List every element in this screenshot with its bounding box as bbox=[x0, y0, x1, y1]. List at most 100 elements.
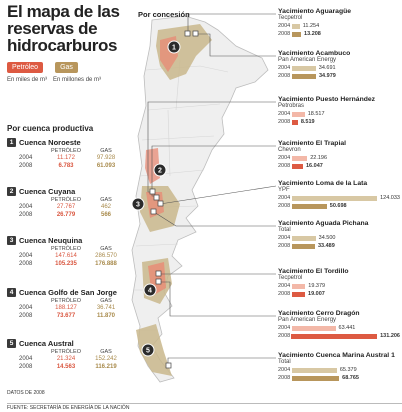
year-cell: 2004 bbox=[19, 155, 33, 161]
basin-name: Cuenca Cuyana bbox=[19, 187, 76, 196]
bar-value: 65.379 bbox=[339, 367, 357, 373]
basin-name: Cuenca Golfo de San Jorge bbox=[19, 288, 117, 297]
bar-year: 2004 bbox=[278, 23, 291, 29]
bar-row: 2008 19.007 bbox=[278, 290, 400, 298]
yacimiento-name: Yacimiento El Tordillo bbox=[278, 268, 349, 275]
bar-gas bbox=[292, 31, 302, 37]
bar-year: 2004 bbox=[278, 283, 291, 289]
svg-text:3: 3 bbox=[136, 202, 140, 209]
bar-petroleo bbox=[292, 155, 308, 161]
bar-value: 22.196 bbox=[310, 155, 328, 161]
yacimiento-company: Total bbox=[278, 227, 291, 233]
map-marker-4: 4 bbox=[143, 283, 157, 297]
bar-gas bbox=[292, 243, 315, 249]
gas-cell: 61.093 bbox=[96, 163, 116, 169]
petroleo-cell: 188.127 bbox=[55, 305, 77, 311]
yacimiento-name: Yacimiento Puesto Hernández bbox=[278, 96, 376, 103]
bar-row: 2004 34.500 bbox=[278, 234, 400, 242]
bar-year: 2008 bbox=[278, 291, 291, 297]
year-cell: 2008 bbox=[19, 261, 33, 267]
table-row: 2008 26.779 566 bbox=[16, 211, 124, 219]
yacimiento-name: Yacimiento Aguada Pichana bbox=[278, 220, 369, 227]
col-header-gas: GAS bbox=[100, 148, 112, 154]
petroleo-cell: 73.677 bbox=[56, 313, 76, 319]
gas-cell: 11.870 bbox=[96, 313, 116, 319]
year-cell: 2008 bbox=[19, 212, 33, 218]
map-marker-1: 1 bbox=[167, 40, 181, 54]
bar-row: 2008 16.047 bbox=[278, 162, 400, 170]
col-header-gas: GAS bbox=[100, 298, 112, 304]
petroleo-cell: 27.767 bbox=[56, 204, 76, 210]
table-row: 2008 6.783 61.093 bbox=[16, 162, 124, 170]
table-row: 2004 27.767 462 bbox=[16, 203, 124, 211]
leader-loma-lata bbox=[159, 185, 277, 205]
col-header-petroleo: PETRÓLEO bbox=[51, 148, 81, 154]
basin-number: 2 bbox=[7, 187, 16, 196]
legend-gas-unit: En millones de m³ bbox=[53, 77, 102, 83]
yacimiento-card: Yacimiento Puesto Hernández Petrobras 2004… bbox=[278, 96, 400, 126]
leader-marina-austral bbox=[167, 357, 276, 366]
map-marker-3: 3 bbox=[131, 197, 145, 211]
gas-cell: 116.219 bbox=[95, 364, 117, 370]
yacimiento-card: Yacimiento Acambuco Pan American Energy 20… bbox=[278, 50, 400, 80]
bar-row: 2008 13.208 bbox=[278, 30, 400, 38]
bar-row: 2008 68.765 bbox=[278, 374, 400, 382]
yacimiento-company: Pan American Energy bbox=[278, 317, 337, 323]
bar-gas bbox=[292, 23, 300, 29]
bar-year: 2008 bbox=[278, 375, 291, 381]
basin-name: Cuenca Noroeste bbox=[19, 138, 81, 147]
basin-card: 5 Cuenca Austral PETRÓLEO GAS 2004 21.324 152.… bbox=[7, 338, 127, 371]
yacimiento-name: Yacimiento El Trapial bbox=[278, 140, 346, 147]
svg-text:1: 1 bbox=[172, 45, 176, 52]
bar-value: 68.765 bbox=[342, 375, 359, 381]
yacimiento-company: Tecpetrol bbox=[278, 275, 303, 281]
bar-year: 2008 bbox=[278, 243, 291, 249]
yacimiento-company: Pan American Energy bbox=[278, 57, 337, 63]
bar-year: 2004 bbox=[278, 325, 291, 331]
bar-row: 2004 18.517 bbox=[278, 110, 400, 118]
bar-value: 63.441 bbox=[338, 325, 356, 331]
svg-text:5: 5 bbox=[146, 348, 150, 355]
map-marker-2: 2 bbox=[153, 163, 167, 177]
leader-aguada-pichana bbox=[153, 211, 276, 227]
bar-year: 2008 bbox=[278, 73, 291, 79]
bar-petroleo bbox=[291, 333, 378, 339]
bar-value: 124.033 bbox=[380, 195, 400, 201]
table-row: 2004 147.614 286.570 bbox=[16, 252, 124, 260]
legend-gas: Gas bbox=[55, 62, 78, 73]
gas-cell: 36.741 bbox=[96, 305, 116, 311]
bar-year: 2008 bbox=[278, 203, 291, 209]
basin-number: 1 bbox=[7, 138, 16, 147]
leader-aguarague bbox=[187, 13, 276, 34]
bar-value: 16.047 bbox=[306, 163, 323, 169]
bar-year: 2004 bbox=[278, 111, 291, 117]
col-header-gas: GAS bbox=[100, 349, 112, 355]
col-header-gas: GAS bbox=[100, 246, 112, 252]
bar-row: 2004 65.379 bbox=[278, 366, 400, 374]
basin-table: PETRÓLEO GAS 2004 21.324 152.242 2008 14.563 11… bbox=[16, 349, 124, 371]
bar-row: 2004 19.379 bbox=[278, 282, 400, 290]
yacimiento-card: Yacimiento Loma de la Lata YPF 2004 124.033… bbox=[278, 180, 400, 210]
bar-year: 2004 bbox=[278, 155, 291, 161]
basin-table: PETRÓLEO GAS 2004 27.767 462 2008 26.779 566 bbox=[16, 197, 124, 219]
year-cell: 2008 bbox=[19, 313, 33, 319]
map-marker-5: 5 bbox=[141, 343, 155, 357]
yacimiento-company: Chevron bbox=[278, 147, 301, 153]
legend: Petróleo Gas En miles de m³ En millones … bbox=[7, 62, 135, 83]
basin-number: 3 bbox=[7, 236, 16, 245]
bar-row: 2004 124.033 bbox=[278, 194, 400, 202]
basin-number: 5 bbox=[7, 339, 16, 348]
bar-gas bbox=[292, 235, 316, 241]
table-row: 2008 73.677 11.870 bbox=[16, 312, 124, 320]
petroleo-cell: 105.235 bbox=[55, 261, 77, 267]
yacimiento-card: Yacimiento Aguaragüe Tecpetrol 2004 11.254 2… bbox=[278, 8, 400, 38]
bar-value: 11.254 bbox=[302, 23, 320, 29]
basins-title: Por cuenca productiva bbox=[7, 124, 94, 133]
bar-value: 34.979 bbox=[318, 73, 336, 79]
leader-cerro-dragon bbox=[158, 281, 276, 317]
bar-row: 2004 22.196 bbox=[278, 154, 400, 162]
bar-year: 2008 bbox=[278, 31, 291, 37]
bar-petroleo bbox=[292, 325, 336, 331]
table-row: 2004 21.324 152.242 bbox=[16, 355, 124, 363]
